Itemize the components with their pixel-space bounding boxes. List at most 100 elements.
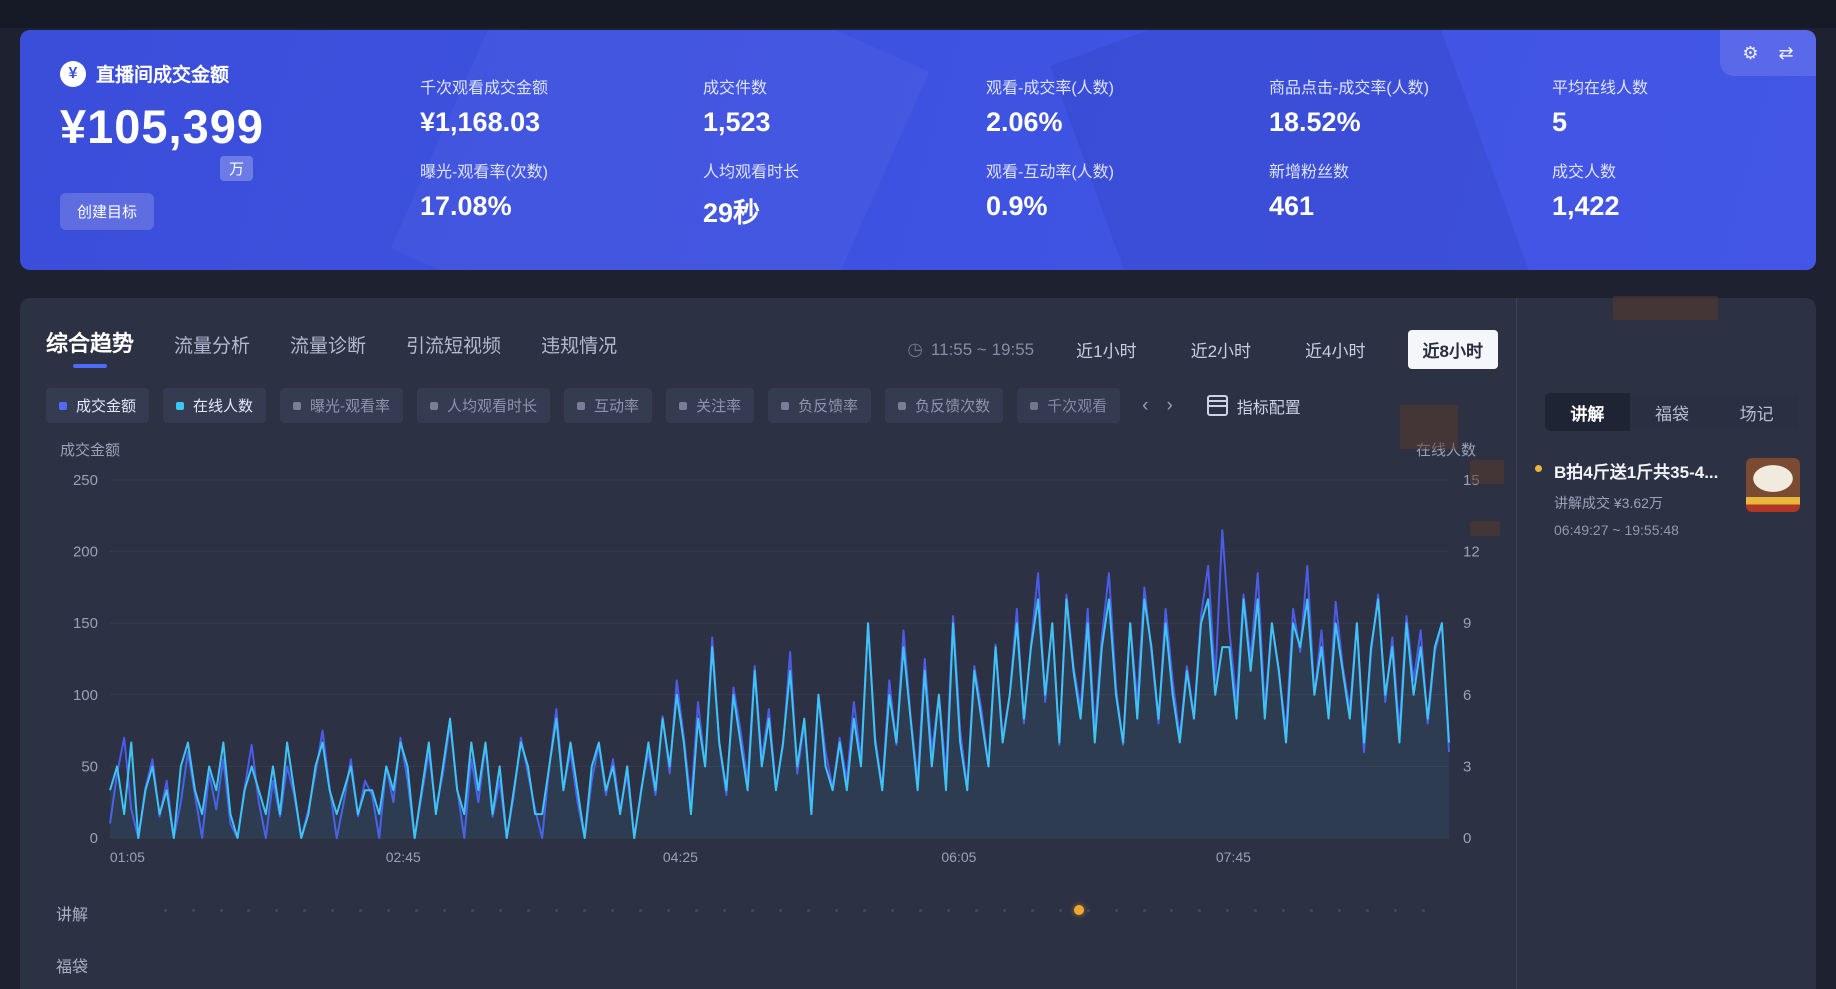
explain-minor-marker xyxy=(946,909,950,912)
explain-minor-marker xyxy=(890,909,894,912)
chevron-left-icon[interactable]: ‹ xyxy=(1142,394,1149,416)
chip-per-thousand-views[interactable]: 千次观看 xyxy=(1017,388,1121,423)
series-color-dot xyxy=(679,401,688,410)
chip-avg-watch-time[interactable]: 人均观看时长 xyxy=(417,388,551,423)
chip-exposure-view-rate[interactable]: 曝光-观看率 xyxy=(280,388,404,423)
explain-minor-marker xyxy=(1058,909,1062,912)
tab-lucky-bag[interactable]: 福袋 xyxy=(1655,404,1689,424)
tab-traffic-diagnosis[interactable]: 流量诊断 xyxy=(290,336,367,357)
primary-kpi-unit: 万 xyxy=(220,156,254,181)
tab-violations[interactable]: 违规情况 xyxy=(541,336,618,357)
chevron-right-icon[interactable]: › xyxy=(1166,394,1173,416)
lucky-bag-track: 福袋 xyxy=(34,946,1504,980)
explain-minor-marker xyxy=(415,909,419,912)
primary-kpi-title: 直播间成交金额 xyxy=(96,65,230,86)
series-color-dot xyxy=(577,401,586,410)
chip-negative-feedback-count[interactable]: 负反馈次数 xyxy=(885,388,1004,423)
svg-text:0: 0 xyxy=(90,830,98,847)
svg-text:07:45: 07:45 xyxy=(1216,849,1251,865)
kpi-label: 成交人数 xyxy=(1552,164,1617,181)
explain-minor-marker xyxy=(1282,909,1286,912)
yuan-currency-icon: ¥ xyxy=(60,60,86,87)
range-button-1h[interactable]: 近1小时 xyxy=(1076,342,1137,361)
kpi-cell: 成交人数 1,422 xyxy=(1552,158,1816,242)
kpi-cell: 新增粉丝数 461 xyxy=(1269,158,1552,242)
kpi-cell: 观看-互动率(人数) 0.9% xyxy=(986,158,1269,242)
explain-minor-marker xyxy=(1030,909,1034,912)
explain-minor-marker xyxy=(611,909,615,912)
explain-minor-marker xyxy=(1002,909,1006,912)
svg-text:15: 15 xyxy=(1463,472,1480,489)
event-list-tabs: 讲解 福袋 场记 xyxy=(1545,393,1799,431)
explain-minor-marker xyxy=(191,909,195,912)
chip-follow-rate[interactable]: 关注率 xyxy=(666,388,755,423)
section-tabs: 综合趋势 流量分析 流量诊断 引流短视频 违规情况 xyxy=(20,298,1516,368)
chips-pager: ‹ › xyxy=(1142,395,1173,417)
window-top-strip xyxy=(0,0,1836,28)
explain-minor-marker xyxy=(750,909,754,912)
explain-list-item[interactable]: B拍4斤送1斤共35-4... 讲解成交 ¥3.62万 06:49:27 ~ 1… xyxy=(1535,458,1802,538)
explain-minor-marker xyxy=(834,909,838,912)
tab-traffic-analysis[interactable]: 流量分析 xyxy=(174,336,251,357)
range-button-2h[interactable]: 近2小时 xyxy=(1190,342,1252,361)
kpi-value: 17.08% xyxy=(420,191,512,221)
kpi-value: 461 xyxy=(1269,191,1315,221)
kpi-label: 人均观看时长 xyxy=(703,164,800,181)
explain-minor-marker xyxy=(639,909,643,912)
svg-text:02:45: 02:45 xyxy=(386,849,421,865)
explain-minor-marker xyxy=(1254,909,1258,912)
clock-icon: ◷ xyxy=(907,339,923,359)
explain-minor-marker xyxy=(1366,909,1370,912)
explain-minor-marker xyxy=(247,909,251,912)
explain-minor-marker xyxy=(387,909,391,912)
svg-text:9: 9 xyxy=(1463,615,1471,632)
chip-interaction-rate[interactable]: 互动率 xyxy=(564,388,653,423)
kpi-value: ¥1,168.03 xyxy=(420,107,541,137)
kpi-label: 千次观看成交金额 xyxy=(420,80,549,97)
series-color-dot xyxy=(898,401,907,410)
explain-minor-marker xyxy=(219,909,223,912)
series-color-dot xyxy=(781,401,790,410)
product-thumbnail xyxy=(1746,458,1800,512)
explain-minor-marker xyxy=(163,909,167,912)
trend-chart[interactable]: 0 0 50 3 100 6 150 9 200 12 250 15 01:05 02:45 04:25 06… xyxy=(34,460,1504,870)
svg-text:200: 200 xyxy=(73,544,98,561)
item-bullet-dot xyxy=(1535,465,1542,472)
chip-negative-feedback-rate[interactable]: 负反馈率 xyxy=(768,388,872,423)
svg-text:0: 0 xyxy=(1463,830,1471,847)
tab-show-notes[interactable]: 场记 xyxy=(1739,404,1774,424)
tab-short-video[interactable]: 引流短视频 xyxy=(406,336,502,357)
series-color-dot xyxy=(59,401,67,410)
kpi-value: 0.9% xyxy=(986,191,1048,221)
lucky-bag-track-label: 福袋 xyxy=(56,959,89,976)
primary-kpi-value: ¥105,399 xyxy=(60,100,265,153)
explain-minor-marker xyxy=(667,909,671,912)
series-color-dot xyxy=(293,401,302,410)
explain-minor-marker xyxy=(1226,909,1230,912)
chip-online-users[interactable]: 在线人数 xyxy=(163,388,267,423)
svg-text:12: 12 xyxy=(1463,544,1480,561)
settings-gear-icon[interactable]: ⚙ xyxy=(1742,42,1759,63)
metric-config-button[interactable]: 指标配置 xyxy=(1206,394,1301,418)
range-button-4h[interactable]: 近4小时 xyxy=(1305,342,1366,361)
kpi-value: 29秒 xyxy=(703,198,761,228)
kpi-value: 2.06% xyxy=(986,107,1063,137)
chip-gmv[interactable]: 成交金额 xyxy=(46,388,150,423)
trend-panel: 综合趋势 流量分析 流量诊断 引流短视频 违规情况 ◷ 11:55 ~ 19:5… xyxy=(20,298,1816,989)
explain-minor-marker xyxy=(694,909,698,912)
explain-minor-marker xyxy=(443,909,447,912)
svg-text:100: 100 xyxy=(73,687,98,704)
explain-event-dot[interactable] xyxy=(1074,905,1085,915)
explain-minor-marker xyxy=(974,909,978,912)
tab-overall-trend[interactable]: 综合趋势 xyxy=(46,326,134,368)
explain-minor-marker xyxy=(331,909,335,912)
kpi-cell: 人均观看时长 29秒 xyxy=(703,158,986,242)
kpi-cell: 商品点击-成交率(人数) 18.52% xyxy=(1269,74,1552,158)
explain-time-range: 06:49:27 ~ 19:55:48 xyxy=(1554,522,1679,538)
create-goal-button[interactable]: 创建目标 xyxy=(60,193,155,230)
explain-deal-amount: 讲解成交 ¥3.62万 xyxy=(1554,495,1663,511)
swap-arrows-icon[interactable]: ⇄ xyxy=(1778,42,1794,63)
explain-minor-marker xyxy=(1394,909,1398,912)
tab-explain[interactable]: 讲解 xyxy=(1545,393,1630,431)
range-button-8h[interactable]: 近8小时 xyxy=(1407,330,1498,369)
